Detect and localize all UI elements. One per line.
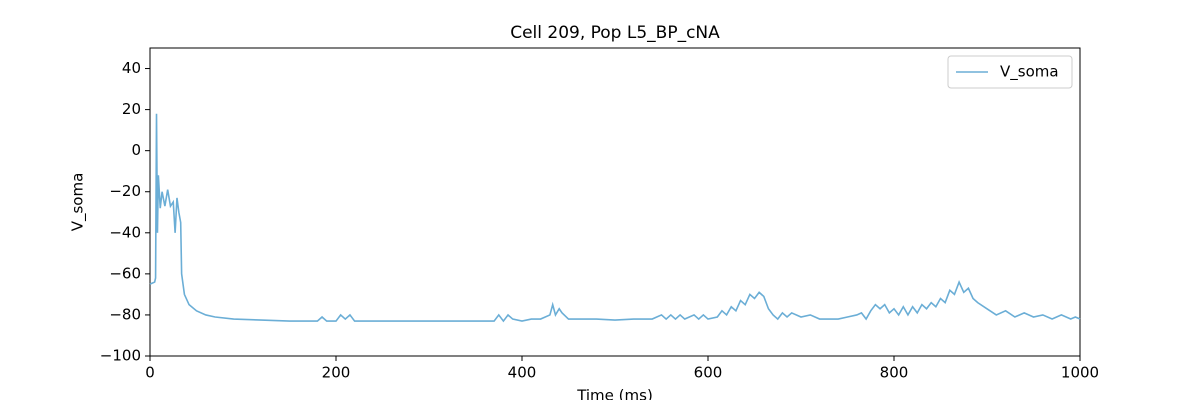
y-tick-label: 40: [122, 59, 141, 77]
y-tick-label: −40: [109, 223, 141, 241]
y-tick-label: −100: [100, 347, 141, 365]
y-tick-label: 0: [131, 141, 141, 159]
legend-label: V_soma: [1000, 63, 1059, 82]
x-tick-label: 800: [880, 364, 909, 382]
chart-title: Cell 209, Pop L5_BP_cNA: [510, 23, 720, 43]
y-tick-label: −60: [109, 264, 141, 282]
x-tick-label: 200: [322, 364, 351, 382]
legend-box: [947, 55, 1073, 89]
x-tick-label: 400: [508, 364, 537, 382]
x-axis-label: Time (ms): [576, 387, 653, 400]
x-tick-label: 1000: [1061, 364, 1099, 382]
x-tick-label: 0: [145, 364, 155, 382]
x-tick-label: 600: [694, 364, 723, 382]
y-axis-label: V_soma: [69, 173, 88, 232]
data-line: [149, 113, 1081, 323]
y-tick-label: 20: [122, 100, 141, 118]
y-tick-label: −20: [109, 182, 141, 200]
y-tick-label: −80: [109, 305, 141, 323]
axes-frame: [149, 47, 1081, 357]
